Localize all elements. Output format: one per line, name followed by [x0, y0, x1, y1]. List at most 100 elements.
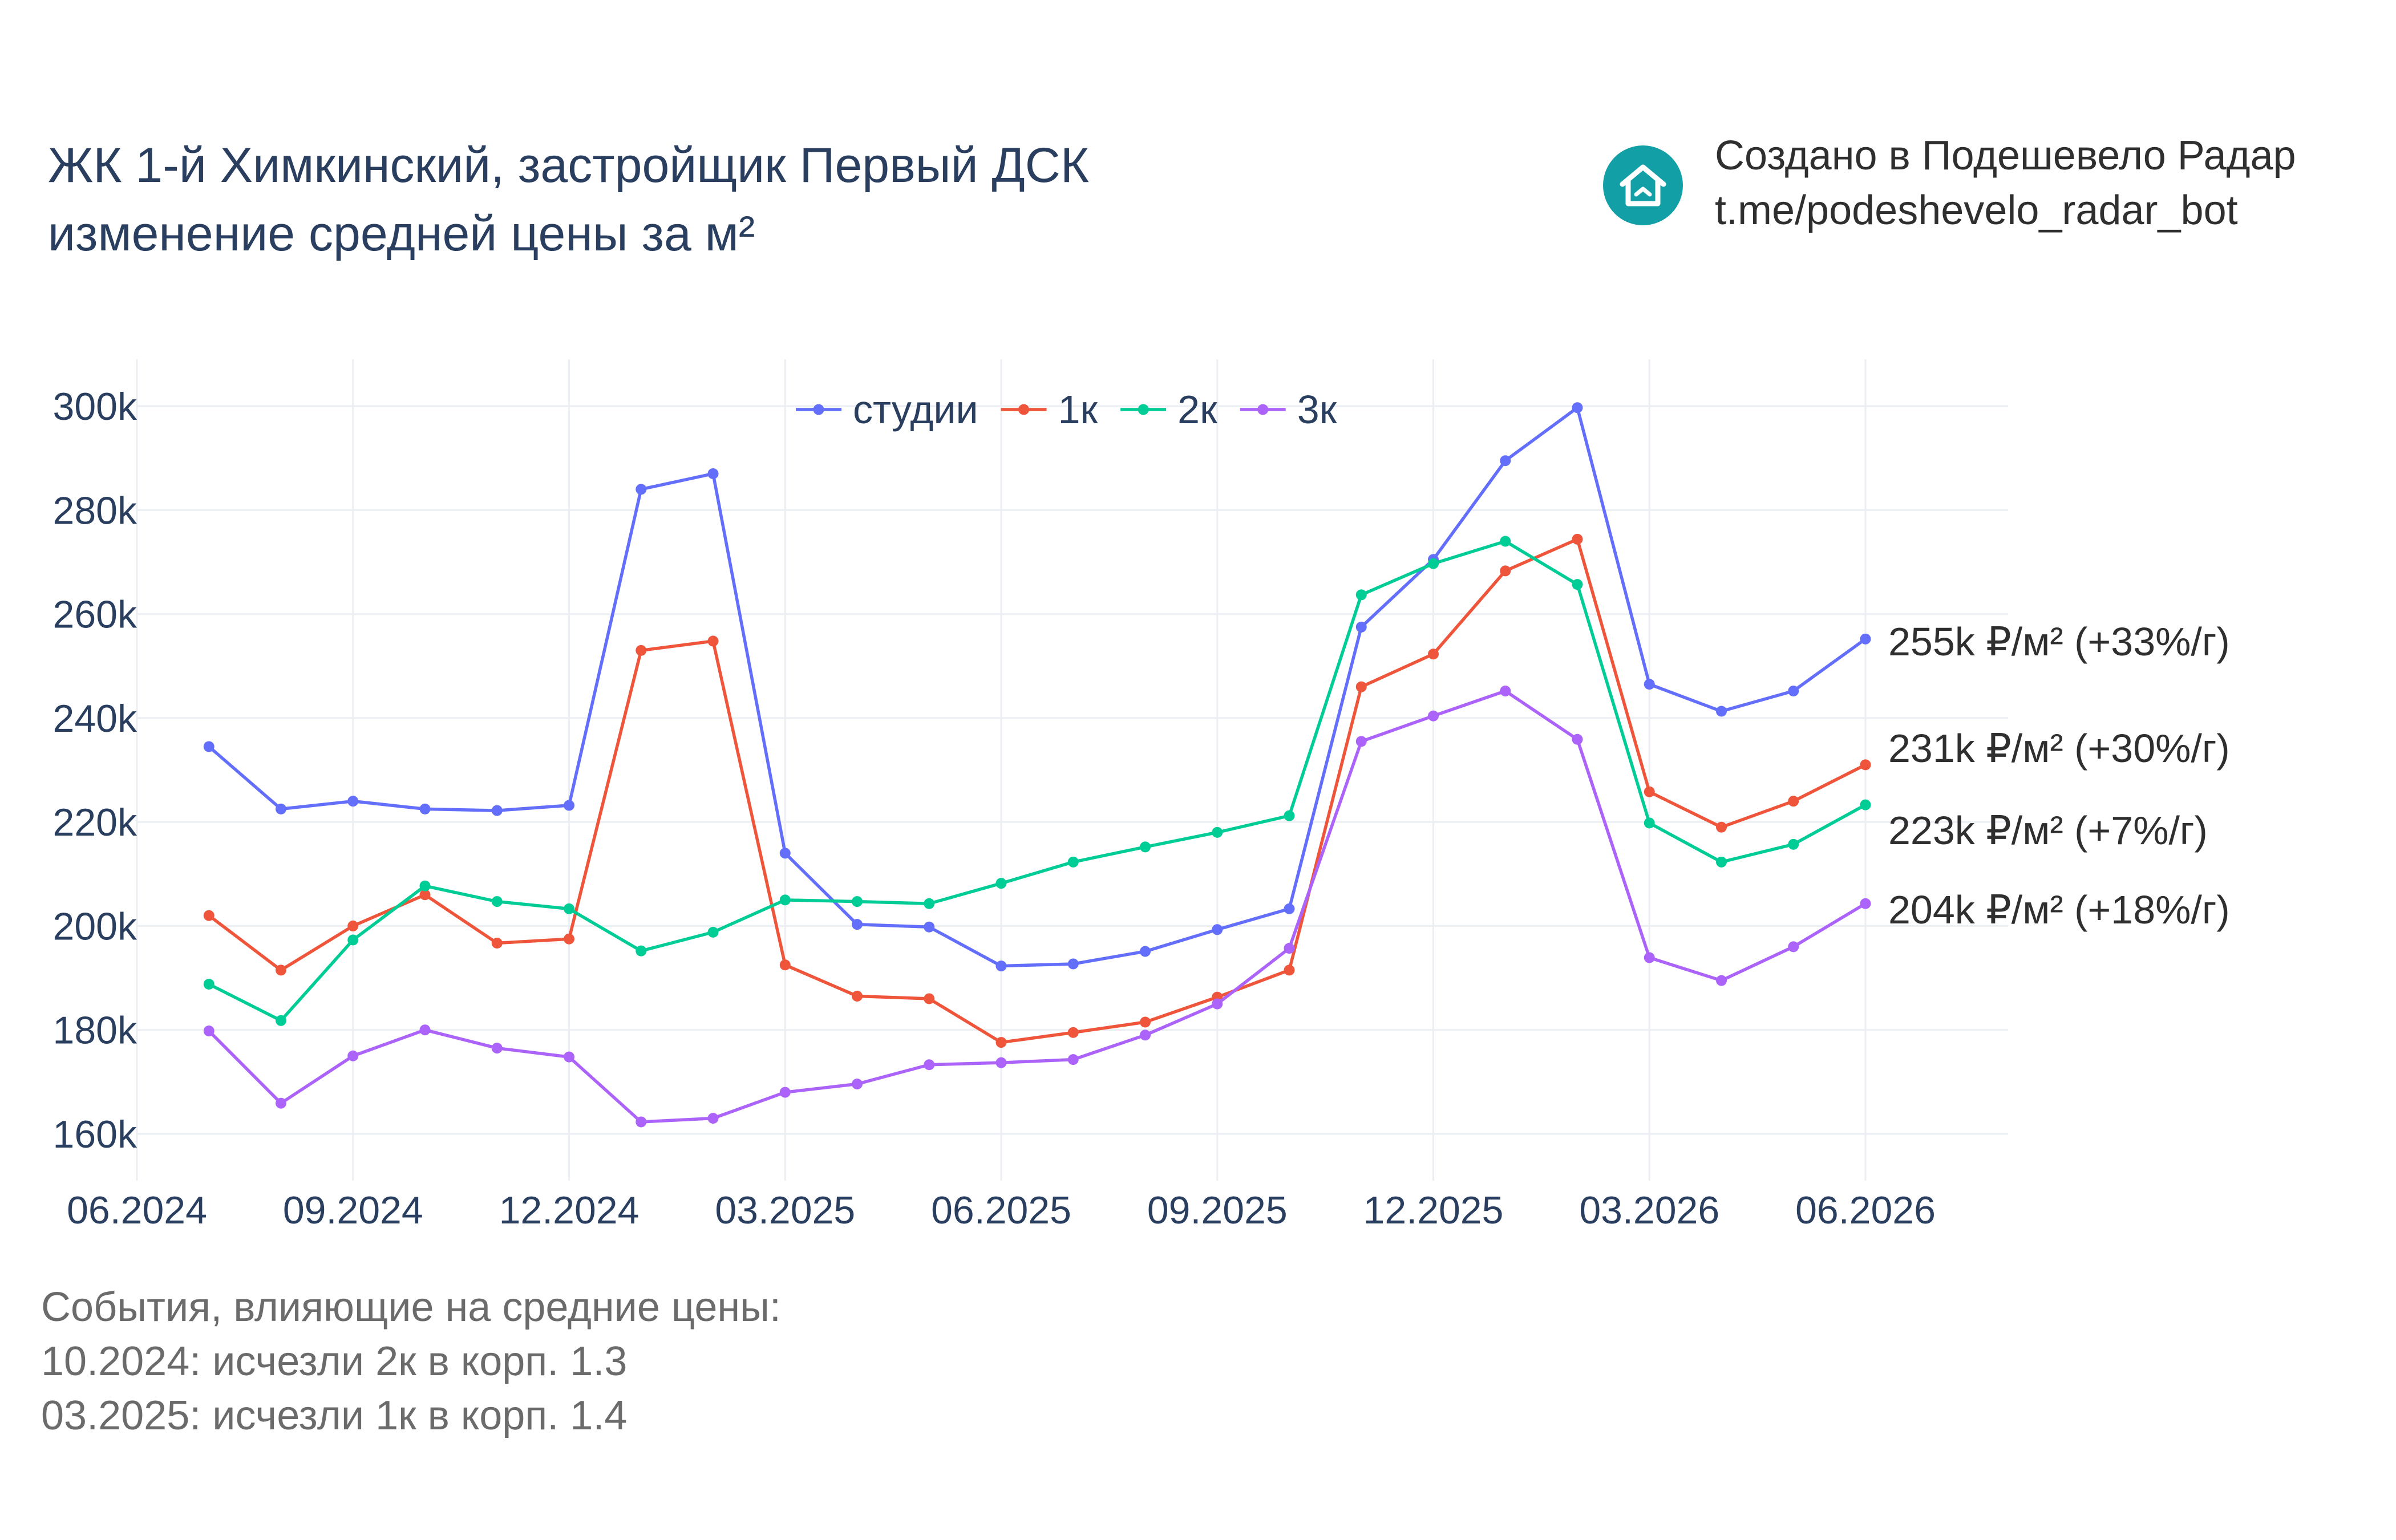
legend-item: 2к — [1120, 387, 1217, 432]
series-end-label: 223k ₽/м² (+7%/г) — [1888, 808, 2208, 853]
data-point — [852, 896, 863, 907]
chart-title-line-2: изменение средней цены за м² — [48, 206, 755, 261]
data-point — [1355, 681, 1367, 692]
data-point — [1284, 943, 1295, 954]
data-point — [1140, 1030, 1151, 1041]
data-point — [1572, 579, 1583, 590]
x-tick-label: 06.2024 — [67, 1189, 207, 1232]
data-point — [636, 945, 647, 957]
legend-swatch-marker — [813, 404, 824, 415]
y-tick-label: 160k — [53, 1113, 137, 1156]
data-point — [779, 959, 791, 971]
data-point — [1644, 679, 1655, 690]
brand-credit-line-1: Создано в Подешевело Радар — [1715, 133, 2296, 179]
data-point — [347, 796, 359, 807]
data-point — [1788, 685, 1799, 696]
data-point — [276, 1015, 286, 1026]
data-point — [779, 848, 791, 859]
events-note: События, влияющие на средние цены: 10.20… — [41, 1280, 781, 1443]
series-1 — [203, 402, 1871, 972]
data-point — [491, 1043, 503, 1054]
data-point — [636, 1116, 647, 1128]
data-point — [276, 964, 286, 976]
x-tick-label: 06.2026 — [1795, 1189, 1936, 1232]
data-point — [852, 919, 863, 930]
data-point — [564, 903, 574, 914]
x-tick-label: 06.2025 — [931, 1189, 1071, 1232]
data-point — [419, 803, 431, 814]
data-point — [707, 1113, 719, 1124]
series-line — [207, 689, 1867, 1124]
data-point — [347, 920, 359, 931]
legend-swatch-marker — [1257, 404, 1269, 415]
data-point — [995, 1037, 1007, 1048]
events-heading: События, влияющие на средние цены: — [41, 1284, 781, 1330]
data-point — [1355, 621, 1367, 633]
data-point — [1140, 1016, 1151, 1028]
series-line — [207, 537, 1867, 1044]
data-point — [1860, 633, 1871, 645]
y-tick-label: 260k — [53, 593, 137, 637]
brand-credit: Создано в Подешевело Радар t.me/podeshev… — [1715, 128, 2296, 238]
y-tick-label: 220k — [53, 801, 137, 844]
data-point — [1212, 826, 1223, 838]
x-tick-label: 12.2024 — [499, 1189, 640, 1232]
data-point — [491, 937, 503, 949]
x-axis-ticks: 06.2024 09.2024 12.2024 03.2025 06.2025 09.20… — [67, 1189, 1936, 1232]
data-point — [564, 1051, 574, 1063]
data-point — [1644, 952, 1655, 963]
data-point — [1212, 998, 1223, 1010]
y-axis-ticks: 160k 180k 200k 220k 240k 260k 280k 300k — [53, 385, 137, 1156]
data-point — [852, 990, 863, 1002]
data-point — [1500, 536, 1511, 547]
x-tick-label: 12.2025 — [1363, 1189, 1504, 1232]
data-point — [1428, 710, 1439, 722]
legend-label: студии — [853, 387, 978, 432]
series-4 — [203, 685, 1871, 1128]
data-point — [564, 800, 574, 811]
series-3 — [203, 536, 1871, 1026]
data-point — [924, 993, 935, 1004]
data-point — [1284, 810, 1295, 821]
data-point — [707, 926, 719, 938]
x-tick-label: 09.2025 — [1147, 1189, 1288, 1232]
y-tick-label: 180k — [53, 1009, 137, 1052]
y-tick-label: 280k — [53, 489, 137, 532]
data-point — [1644, 817, 1655, 829]
data-point — [1428, 558, 1439, 569]
x-tick-label: 03.2026 — [1579, 1189, 1719, 1232]
brand-credit-line-2[interactable]: t.me/podeshevelo_radar_bot — [1715, 188, 2238, 233]
data-point — [1284, 964, 1295, 976]
data-point — [276, 1097, 286, 1109]
data-point — [491, 896, 503, 907]
series-layer — [203, 402, 1871, 1128]
data-point — [1428, 649, 1439, 660]
data-point — [203, 741, 214, 752]
data-point — [924, 921, 935, 933]
event-item: 10.2024: исчезли 2к в корп. 1.3 — [41, 1339, 628, 1384]
y-tick-label: 300k — [53, 385, 137, 428]
y-tick-label: 200k — [53, 905, 137, 948]
data-point — [1067, 856, 1079, 868]
data-point — [203, 910, 214, 921]
x-tick-label: 03.2025 — [715, 1189, 855, 1232]
data-point — [636, 645, 647, 656]
data-point — [1860, 898, 1871, 909]
data-point — [924, 1059, 935, 1071]
data-point — [203, 978, 214, 990]
data-point — [419, 889, 431, 901]
data-point — [1788, 838, 1799, 850]
data-point — [1284, 903, 1295, 914]
data-point — [276, 803, 286, 814]
data-point — [491, 805, 503, 816]
data-point — [924, 898, 935, 909]
data-point — [1212, 924, 1223, 935]
data-point — [995, 961, 1007, 972]
data-point — [564, 933, 574, 945]
y-tick-label: 240k — [53, 697, 137, 740]
legend-label: 2к — [1177, 387, 1217, 432]
data-point — [1500, 455, 1511, 467]
data-point — [1716, 821, 1727, 833]
data-point — [779, 894, 791, 906]
house-icon — [1603, 145, 1683, 225]
